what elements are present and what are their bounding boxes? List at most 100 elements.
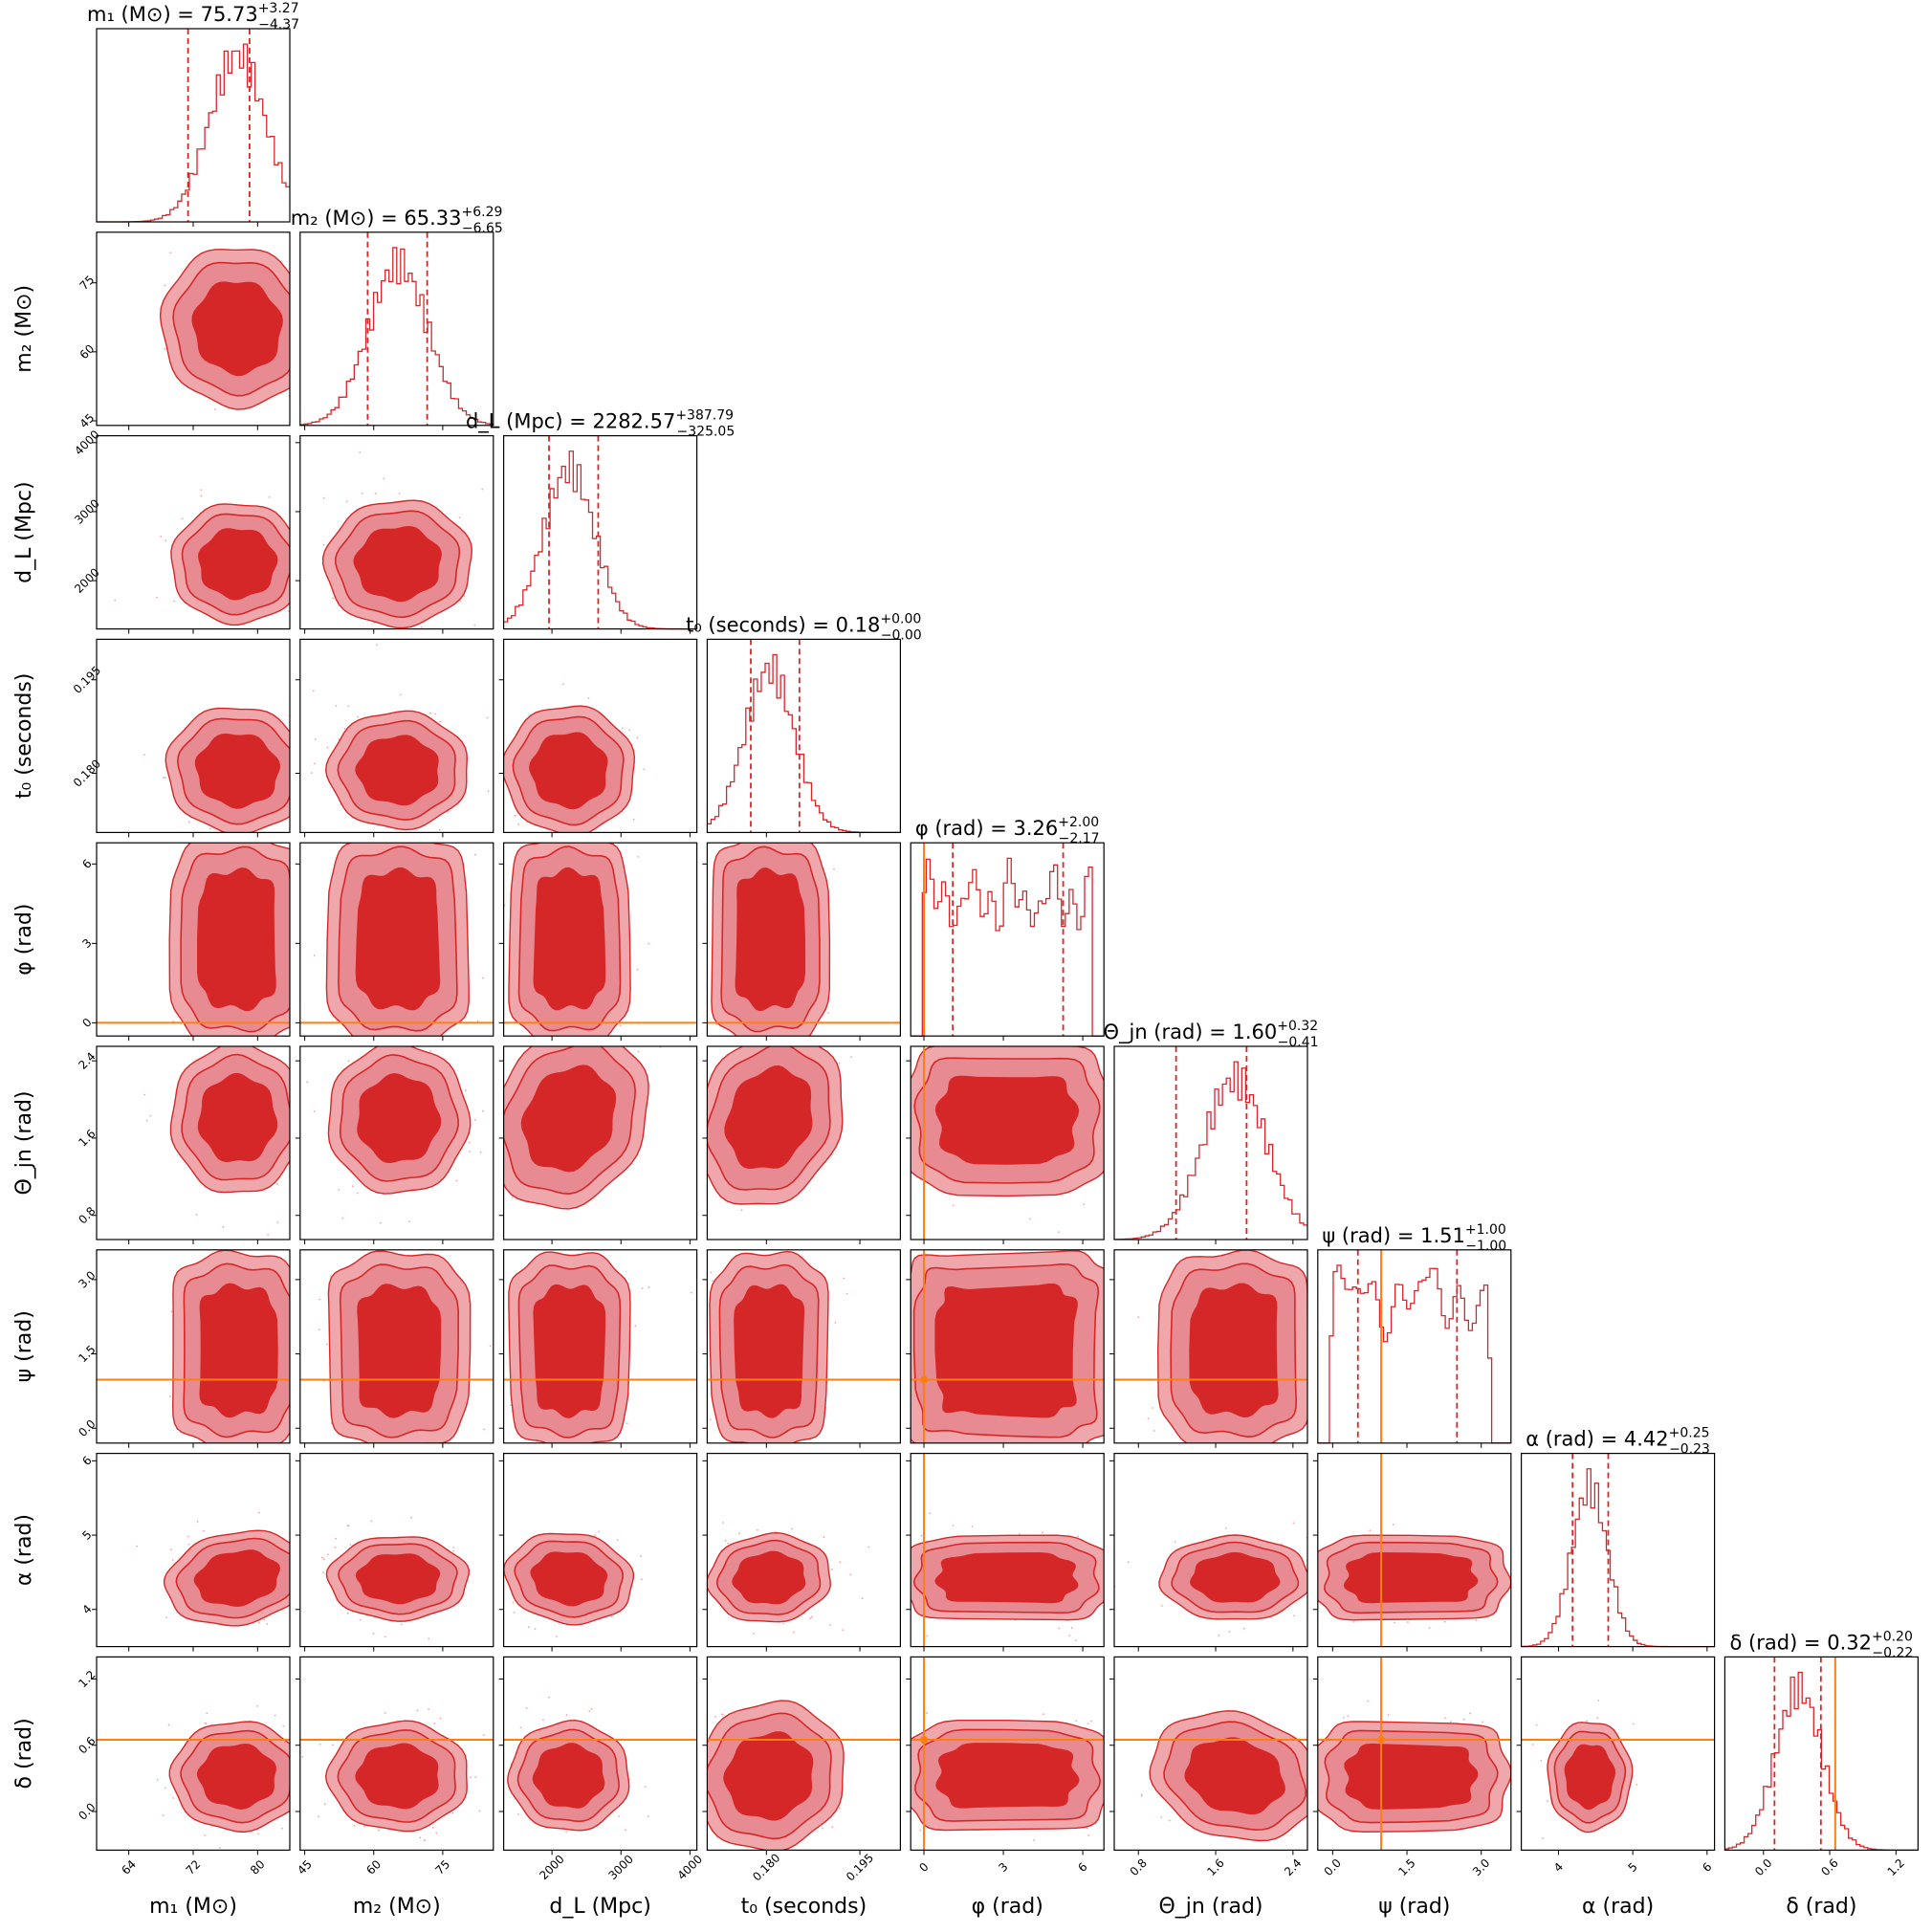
contour-inner xyxy=(357,1284,442,1418)
x-axis-label-m1: m₁ (M⊙) xyxy=(149,1895,237,1919)
panel-frame xyxy=(502,1452,698,1648)
scatter-theta-psi xyxy=(1116,1249,1307,1443)
panel-frame xyxy=(1520,1656,1716,1852)
y-tick-label: 0 xyxy=(79,1016,94,1030)
x-tick-label: 45 xyxy=(295,1857,315,1877)
contour-inner xyxy=(194,733,281,809)
panel-m1-t0: 0.180 0.195 xyxy=(71,638,291,838)
scatter-m2-t0 xyxy=(310,644,490,831)
contour-inner xyxy=(734,1284,805,1418)
x-tick-label: 3 xyxy=(996,1860,1010,1875)
scatter-psi-alpha xyxy=(1317,1524,1511,1630)
panel-frame xyxy=(910,1249,1105,1444)
x-tick-label: 0.6 xyxy=(1818,1856,1840,1878)
contour-inner xyxy=(197,1072,278,1163)
contour-inner xyxy=(353,525,442,603)
y-tick-label: 1.6 xyxy=(76,1127,98,1149)
y-tick-label: 5 xyxy=(79,1527,94,1542)
contour-inner xyxy=(934,1551,1079,1604)
panel-frame xyxy=(299,1656,494,1852)
contour-inner xyxy=(529,732,608,810)
hist-panel-alpha: α (rad) = 4.42+0.25 −0.23 xyxy=(1520,1426,1716,1652)
panel-t0-phi xyxy=(702,842,902,1042)
panel-dL-phi xyxy=(498,842,698,1042)
hist-panel-theta: Θ_jn (rad) = 1.60+0.32 −0.41 xyxy=(1103,1019,1319,1244)
y-tick-label: 2000 xyxy=(72,565,101,595)
x-tick-label: 0.0 xyxy=(1322,1856,1344,1878)
contour-inner xyxy=(934,1075,1080,1165)
y-tick-label: 0.0 xyxy=(76,1417,98,1439)
x-tick-label: 3000 xyxy=(605,1853,635,1882)
panel-frame xyxy=(299,435,494,630)
scatter-m2-dL xyxy=(322,451,484,629)
hist-panel-m2: m₂ (M⊙) = 65.33+6.29 −6.65 xyxy=(291,205,503,430)
x-tick-label: 1.6 xyxy=(1204,1856,1226,1878)
contour-inner xyxy=(530,1551,608,1607)
contour-inner xyxy=(355,1553,441,1605)
title-alpha: α (rad) = 4.42+0.25 −0.23 xyxy=(1526,1426,1710,1458)
panel-phi-psi xyxy=(906,1249,1105,1448)
scatter-t0-alpha xyxy=(707,1522,870,1635)
panel-phi-delta: 0 3 6 xyxy=(906,1656,1105,1875)
scatter-m1-delta xyxy=(156,1704,290,1849)
title-delta: δ (rad) = 0.32+0.20 −0.22 xyxy=(1730,1629,1914,1660)
panel-phi-alpha xyxy=(906,1452,1105,1652)
panel-phi-theta xyxy=(906,1045,1105,1244)
y-tick-label: 3.0 xyxy=(76,1268,98,1290)
contour-inner xyxy=(197,867,276,1012)
x-tick-label: 75 xyxy=(433,1857,453,1877)
x-axis-label-dL: d_L (Mpc) xyxy=(549,1895,650,1919)
y-tick-label: 60 xyxy=(77,341,98,362)
panel-t0-theta xyxy=(702,1045,902,1244)
contour-inner xyxy=(1344,1743,1479,1810)
scatter-m1-phi xyxy=(168,843,290,1037)
x-tick-label: 1.5 xyxy=(1395,1856,1417,1878)
contour-inner xyxy=(1564,1744,1616,1811)
histogram-dL xyxy=(503,450,697,630)
panel-frame xyxy=(299,231,494,427)
scatter-alpha-delta xyxy=(1531,1699,1638,1839)
x-axis-label-m2: m₂ (M⊙) xyxy=(353,1895,441,1919)
y-axis-label-m2: m₂ (M⊙) xyxy=(12,285,36,373)
histogram-psi xyxy=(1317,1264,1511,1444)
contour-inner xyxy=(723,1731,814,1821)
panel-theta-delta: 0.8 1.6 2.4 xyxy=(1109,1656,1308,1878)
y-tick-label: 6 xyxy=(79,857,94,871)
scatter-m2-delta xyxy=(301,1708,485,1842)
y-tick-label: 4 xyxy=(79,1602,94,1616)
scatter-t0-phi xyxy=(707,843,835,1037)
contour-inner xyxy=(532,1743,605,1809)
title-dL: d_L (Mpc) = 2282.57+387.79 −325.05 xyxy=(466,408,735,440)
y-tick-label: 0.195 xyxy=(71,664,103,696)
panel-frame xyxy=(1520,1452,1716,1648)
scatter-dL-theta xyxy=(503,1046,662,1210)
panel-frame xyxy=(502,638,698,834)
y-axis-label-psi: ψ (rad) xyxy=(12,1310,36,1382)
histogram-alpha xyxy=(1521,1468,1715,1648)
panel-frame xyxy=(706,638,902,834)
hist-panel-delta: δ (rad) = 0.32+0.20 −0.22 0.0 0.6 1.2 xyxy=(1723,1629,1920,1878)
panel-m2-psi xyxy=(295,1249,494,1448)
y-axis-label-t0: t₀ (seconds) xyxy=(12,673,36,800)
y-tick-label: 6 xyxy=(79,1454,94,1468)
panel-frame xyxy=(502,1656,698,1852)
scatter-m1-m2 xyxy=(159,249,290,410)
panel-frame xyxy=(706,842,902,1037)
y-tick-label: 1.5 xyxy=(76,1343,98,1365)
panel-t0-alpha xyxy=(702,1452,902,1652)
histogram-theta xyxy=(1114,1061,1307,1240)
contour-inner xyxy=(520,1065,617,1173)
panel-m2-phi xyxy=(295,842,494,1042)
contour-inner xyxy=(732,1550,806,1605)
panel-frame xyxy=(502,435,698,630)
x-axis-label-theta: Θ_jn (rad) xyxy=(1158,1895,1262,1919)
scatter-psi-delta xyxy=(1317,1700,1511,1833)
scatter-theta-delta xyxy=(1140,1710,1307,1842)
y-axis-label-theta: Θ_jn (rad) xyxy=(12,1090,36,1195)
panel-frame xyxy=(1113,1656,1308,1852)
title-m2: m₂ (M⊙) = 65.33+6.29 −6.65 xyxy=(291,205,503,236)
x-tick-label: 60 xyxy=(363,1857,384,1877)
scatter-phi-psi xyxy=(911,1249,1105,1443)
y-axis-label-alpha: α (rad) xyxy=(12,1514,36,1586)
x-tick-label: 4 xyxy=(1551,1860,1566,1875)
